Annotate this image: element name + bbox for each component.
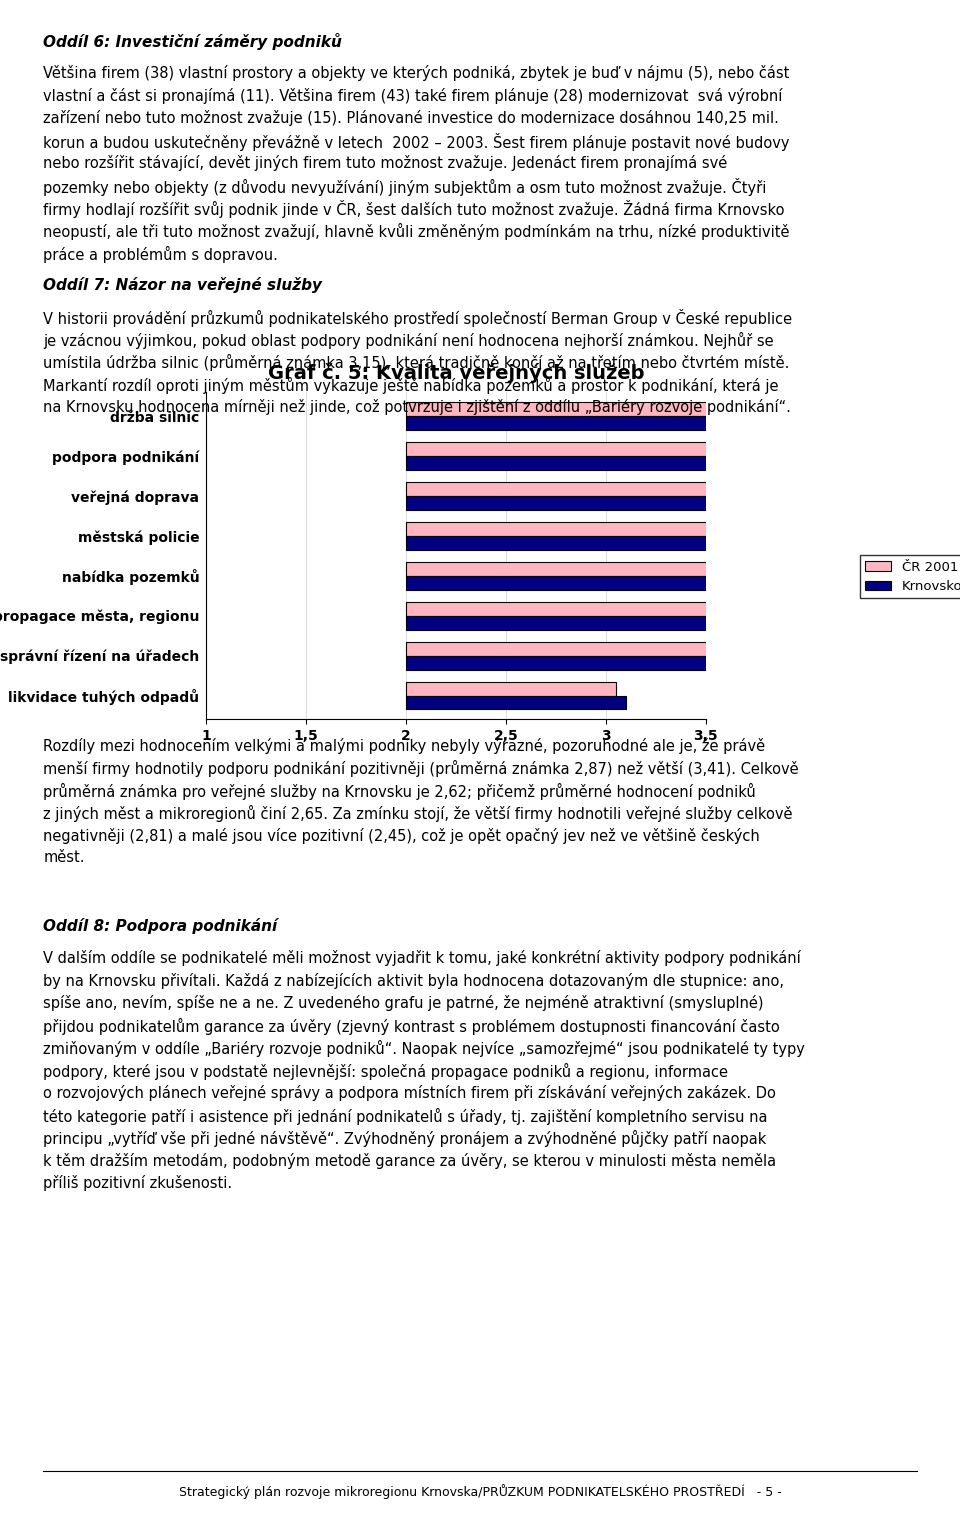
- Text: zařízení nebo tuto možnost zvažuje (15). Plánované investice do modernizace dosá: zařízení nebo tuto možnost zvažuje (15).…: [43, 111, 780, 126]
- Bar: [406, 656, 715, 669]
- Bar: [406, 417, 865, 430]
- Text: principu „vytříď vše při jedné návštěvě“. Zvýhodněný pronájem a zvýhodněné půjčk: principu „vytříď vše při jedné návštěvě“…: [43, 1130, 767, 1147]
- Text: V dalším oddíle se podnikatelé měli možnost vyjadřit k tomu, jaké konkrétní akti: V dalším oddíle se podnikatelé měli možn…: [43, 951, 801, 966]
- Text: Oddíl 6: Investiční záměry podniků: Oddíl 6: Investiční záměry podniků: [43, 33, 342, 50]
- Bar: [406, 443, 780, 456]
- Text: V historii provádění průzkumů podnikatelského prostředí společností Berman Group: V historii provádění průzkumů podnikatel…: [43, 309, 792, 327]
- Text: Oddíl 8: Podpora podnikání: Oddíl 8: Podpora podnikání: [43, 919, 277, 934]
- Text: této kategorie patří i asistence při jednání podnikatelů s úřady, tj. zajištění : této kategorie patří i asistence při jed…: [43, 1107, 768, 1126]
- Text: Oddíl 7: Názor na veřejné služby: Oddíl 7: Názor na veřejné služby: [43, 277, 323, 294]
- Text: pozemky nebo objekty (z důvodu nevyužívání) jiným subjektům a osm tuto možnost z: pozemky nebo objekty (z důvodu nevyužívá…: [43, 178, 767, 196]
- Text: práce a problémům s dopravou.: práce a problémům s dopravou.: [43, 245, 278, 263]
- Text: negativněji (2,81) a malé jsou více pozitivní (2,45), což je opět opačný jev než: negativněji (2,81) a malé jsou více pozi…: [43, 827, 760, 844]
- Text: firmy hodlají rozšířit svůj podnik jinde v ČR, šest dalších tuto možnost zvažuje: firmy hodlají rozšířit svůj podnik jinde…: [43, 201, 784, 219]
- Bar: [406, 681, 615, 695]
- Bar: [406, 496, 846, 510]
- Text: průměrná známka pro veřejné služby na Krnovsku je 2,62; přičemž průměrné hodnoce: průměrná známka pro veřejné služby na Kr…: [43, 783, 756, 800]
- Text: Strategický plán rozvoje mikroregionu Krnovska/PRŮZKUM PODNIKATELSKÉHO PROSTŘEDÍ: Strategický plán rozvoje mikroregionu Kr…: [179, 1484, 781, 1500]
- Text: na Krnovsku hodnocena mírněji než jinde, což potvrzuje i zjištění z oddílu „Bari: na Krnovsku hodnocena mírněji než jinde,…: [43, 399, 791, 415]
- Text: je vzácnou výjimkou, pokud oblast podpory podnikání není hodnocena nejhorší znám: je vzácnou výjimkou, pokud oblast podpor…: [43, 332, 774, 348]
- Bar: [406, 602, 765, 616]
- Text: neopustí, ale tři tuto možnost zvažují, hlavně kvůli změněným podmínkám na trhu,: neopustí, ale tři tuto možnost zvažují, …: [43, 224, 790, 240]
- Bar: [406, 576, 726, 590]
- Text: korun a budou uskutečněny převážně v letech  2002 – 2003. Šest firem plánuje pos: korun a budou uskutečněny převážně v let…: [43, 132, 790, 151]
- Text: z jiných měst a mikroregionů činí 2,65. Za zmínku stojí, že větší firmy hodnotil: z jiných měst a mikroregionů činí 2,65. …: [43, 805, 793, 823]
- Text: vlastní a část si pronajímá (11). Většina firem (43) také firem plánuje (28) mod: vlastní a část si pronajímá (11). Většin…: [43, 88, 782, 103]
- Bar: [406, 616, 726, 630]
- Text: Většina firem (38) vlastní prostory a objekty ve kterých podniká, zbytek je buď : Většina firem (38) vlastní prostory a ob…: [43, 65, 789, 82]
- Text: umístila údržba silnic (průměrná známka 3,15), která tradičně končí až na třetím: umístila údržba silnic (průměrná známka …: [43, 354, 789, 371]
- Bar: [406, 403, 835, 417]
- Bar: [406, 695, 626, 709]
- Bar: [406, 522, 785, 535]
- Text: nebo rozšířit stávající, devět jiných firem tuto možnost zvažuje. Jedenáct firem: nebo rozšířit stávající, devět jiných fi…: [43, 155, 728, 172]
- Text: měst.: měst.: [43, 850, 84, 865]
- Bar: [406, 535, 735, 551]
- Bar: [406, 482, 805, 496]
- Text: zmiňovaným v oddíle „Bariéry rozvoje podniků“. Naopak nejvíce „samozřejmé“ jsou : zmiňovaným v oddíle „Bariéry rozvoje pod…: [43, 1040, 805, 1057]
- Text: menší firmy hodnotily podporu podnikání pozitivněji (průměrná známka 2,87) než v: menší firmy hodnotily podporu podnikání …: [43, 760, 799, 777]
- Title: Graf č. 5: Kvalita veřejných služeb: Graf č. 5: Kvalita veřejných služeb: [268, 362, 644, 382]
- Text: podpory, které jsou v podstatě nejlevnější: společná propagace podniků a regionu: podpory, které jsou v podstatě nejlevněj…: [43, 1063, 729, 1080]
- Bar: [406, 561, 865, 576]
- Text: o rozvojových plánech veřejné správy a podpora místních firem při získávání veře: o rozvojových plánech veřejné správy a p…: [43, 1086, 776, 1101]
- Bar: [406, 456, 887, 470]
- Text: přijdou podnikatelům garance za úvěry (zjevný kontrast s problémem dostupnosti f: přijdou podnikatelům garance za úvěry (z…: [43, 1018, 780, 1034]
- Bar: [406, 642, 715, 656]
- Text: k těm dražším metodám, podobným metodě garance za úvěry, se kterou v minulosti m: k těm dražším metodám, podobným metodě g…: [43, 1153, 777, 1170]
- Text: příliš pozitivní zkušenosti.: příliš pozitivní zkušenosti.: [43, 1176, 232, 1191]
- Text: by na Krnovsku přivítali. Každá z nabízejících aktivit byla hodnocena dotazovaný: by na Krnovsku přivítali. Každá z nabíze…: [43, 973, 784, 989]
- Text: Markantí rozdíl oproti jiným městům vykazuje ještě nabídka pozemků a prostor k p: Markantí rozdíl oproti jiným městům vyka…: [43, 377, 779, 394]
- Legend: ČR 2001, Krnovsko: ČR 2001, Krnovsko: [859, 555, 960, 598]
- Text: spíše ano, nevím, spíše ne a ne. Z uvedeného grafu je patrné, že nejméně atrakti: spíše ano, nevím, spíše ne a ne. Z uvede…: [43, 995, 764, 1011]
- Text: Rozdíly mezi hodnocením velkými a malými podniky nebyly výrazné, pozoruhodné ale: Rozdíly mezi hodnocením velkými a malými…: [43, 738, 765, 754]
